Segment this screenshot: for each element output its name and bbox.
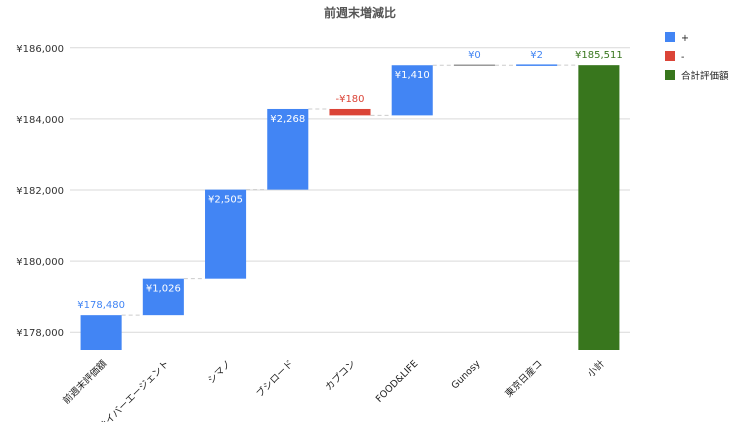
x-category-label: ブシロード <box>254 358 296 400</box>
x-category-label: カプコン <box>323 358 358 393</box>
y-tick-label: ¥178,000 <box>16 328 64 339</box>
y-tick-label: ¥184,000 <box>16 115 64 126</box>
data-label: ¥0 <box>468 50 481 61</box>
bar <box>142 278 184 316</box>
legend-label: + <box>681 33 689 44</box>
legend-label: - <box>681 52 684 63</box>
x-category-label: シマノ <box>206 358 234 386</box>
x-category-label: Gunosy <box>449 358 482 391</box>
gridlines <box>70 47 630 333</box>
x-category-label: サイバーエージェント <box>97 358 172 422</box>
data-label: ¥1,026 <box>146 284 181 295</box>
y-tick-label: ¥182,000 <box>16 186 64 197</box>
legend-swatch <box>665 51 675 61</box>
x-category-label: 小計 <box>585 357 607 379</box>
bar <box>205 189 247 279</box>
bar <box>453 64 495 66</box>
legend-label: 合計評価額 <box>681 70 729 82</box>
data-label: ¥1,410 <box>395 70 430 81</box>
data-label: -¥180 <box>335 94 364 105</box>
bar <box>391 65 433 116</box>
data-labels: ¥178,480 ¥1,026 ¥2,505 ¥2,268 -¥180 ¥1,410 ¥0 ¥… <box>77 50 622 311</box>
data-label: ¥178,480 <box>77 300 125 311</box>
data-label: ¥2,268 <box>270 114 305 125</box>
chart-title: 前週末増減比 <box>324 5 396 20</box>
x-category-label: FOOD&LIFE <box>374 358 420 404</box>
x-category-label: 東京日産コ <box>503 358 545 400</box>
y-tick-label: ¥180,000 <box>16 257 64 268</box>
legend-swatch <box>665 32 675 42</box>
data-label: ¥2 <box>530 50 543 61</box>
x-category-label: 前週末評価額 <box>60 357 109 406</box>
bar <box>516 64 558 66</box>
y-axis-ticks: ¥178,000 ¥180,000 ¥182,000 ¥184,000 ¥186,000 <box>16 44 64 339</box>
bar <box>267 108 309 190</box>
connectors <box>121 64 579 316</box>
legend: + - 合計評価額 <box>665 32 729 82</box>
legend-swatch <box>665 70 675 80</box>
data-label: ¥2,505 <box>208 195 243 206</box>
bar <box>329 108 371 116</box>
bars <box>80 64 620 351</box>
data-label: ¥185,511 <box>575 50 623 61</box>
y-tick-label: ¥186,000 <box>16 44 64 55</box>
bar <box>578 65 620 351</box>
bar <box>80 315 122 350</box>
